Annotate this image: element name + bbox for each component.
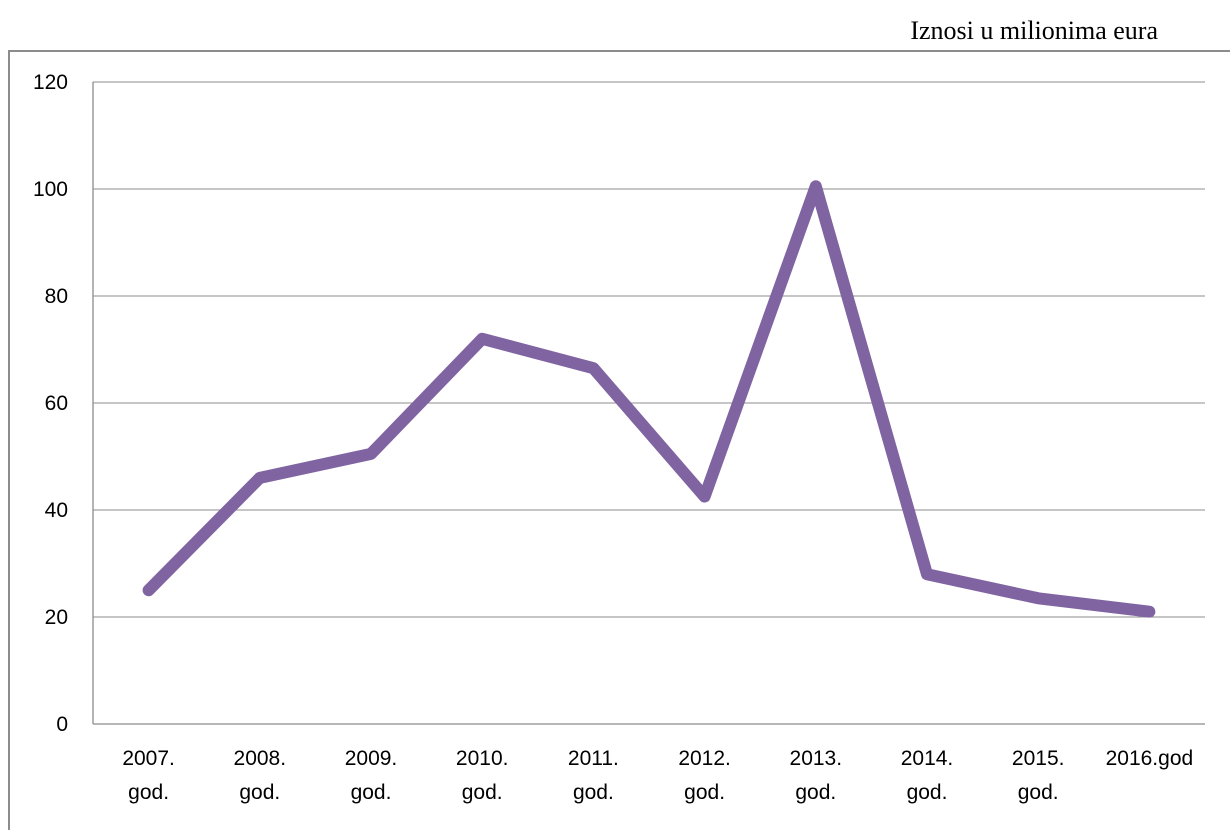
x-tick-label-2: 2009.god. [345, 747, 398, 804]
x-tick-label-6: 2013.god. [790, 747, 843, 804]
y-tick-label-20: 20 [45, 606, 68, 629]
x-tick-label-9: 2016.god [1106, 747, 1194, 770]
y-tick-label-0: 0 [56, 713, 68, 736]
series-line-0 [149, 186, 1150, 611]
y-tick-label-80: 80 [45, 285, 68, 308]
x-tick-label-8: 2015.god. [1012, 747, 1065, 804]
y-tick-label-120: 120 [33, 71, 68, 94]
x-tick-label-5: 2012.god. [678, 747, 731, 804]
y-tick-label-60: 60 [45, 392, 68, 415]
y-tick-label-40: 40 [45, 499, 68, 522]
x-tick-label-1: 2008.god. [234, 747, 287, 804]
x-tick-label-0: 2007.god. [122, 747, 175, 804]
y-tick-label-100: 100 [33, 178, 68, 201]
x-tick-label-7: 2014.god. [901, 747, 954, 804]
x-tick-label-4: 2011.god. [568, 747, 619, 804]
x-tick-label-3: 2010.god. [456, 747, 509, 804]
